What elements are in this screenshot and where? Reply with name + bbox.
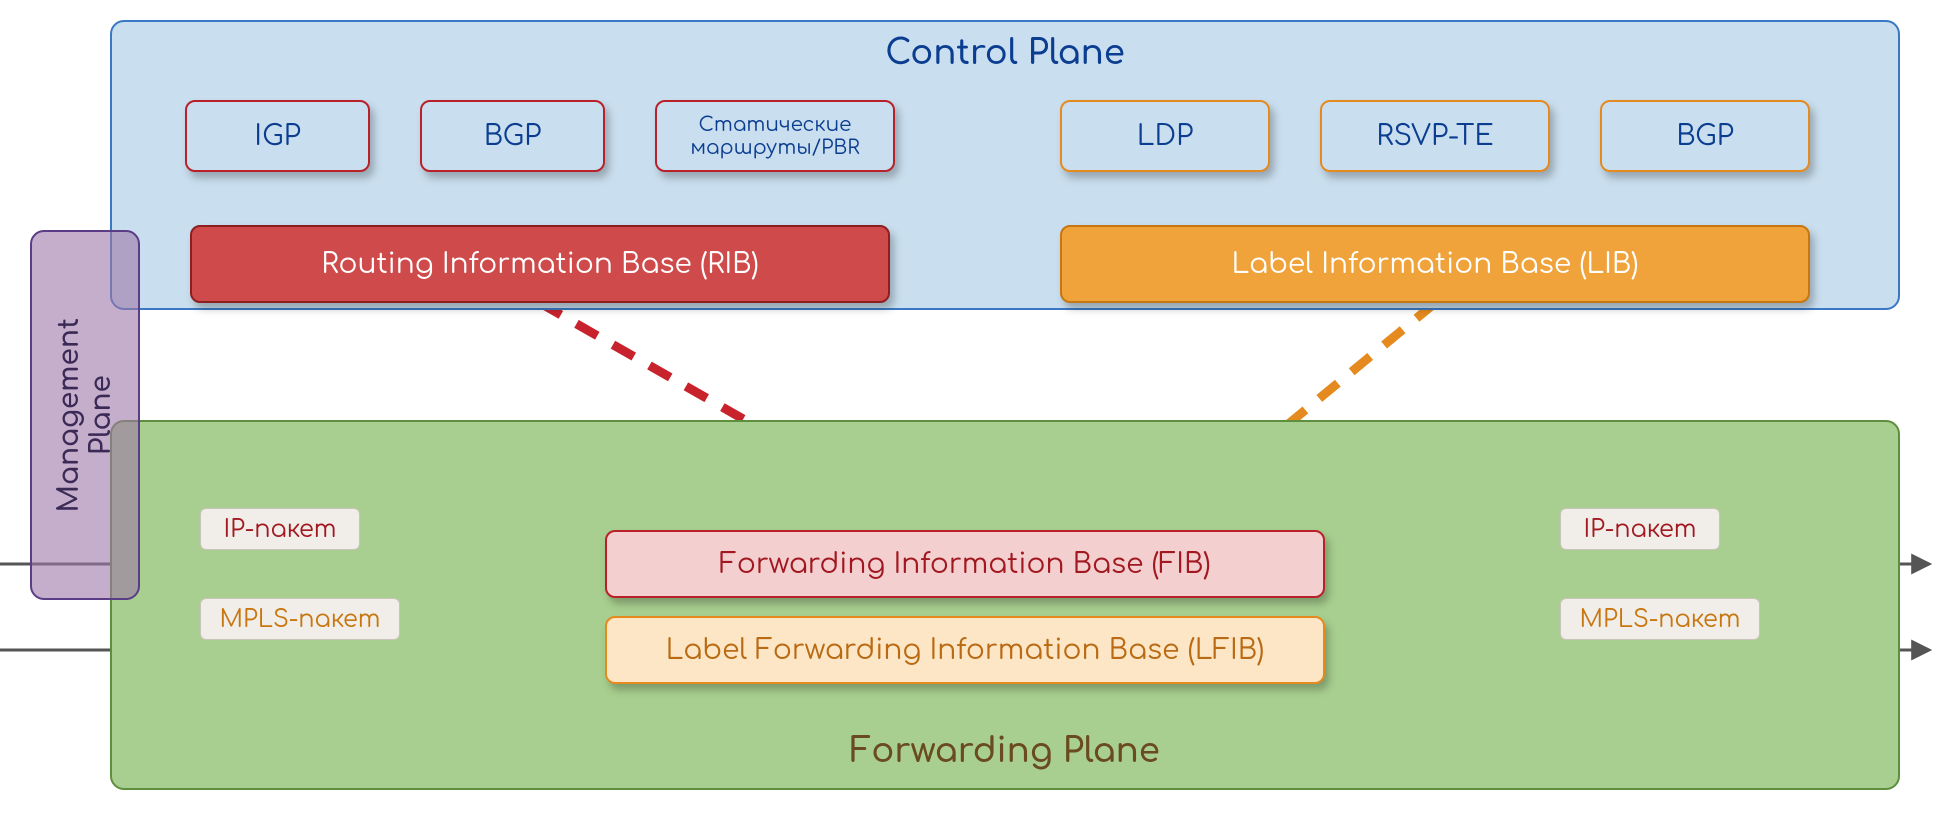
rib-label: Routing Information Base (RIB) xyxy=(321,248,759,280)
management-plane-title: ManagementPlane xyxy=(53,318,117,513)
rib-box: Routing Information Base (RIB) xyxy=(190,225,890,303)
lfib-box: Label Forwarding Information Base (LFIB) xyxy=(605,616,1325,684)
protocol-label: IGP xyxy=(254,120,300,152)
fib-box: Forwarding Information Base (FIB) xyxy=(605,530,1325,598)
packet-label-3: MPLS-пакет xyxy=(1560,598,1760,640)
lib-box: Label Information Base (LIB) xyxy=(1060,225,1810,303)
protocol-label: BGP xyxy=(1676,120,1734,152)
forwarding-plane-title: Forwarding Plane xyxy=(850,732,1160,770)
protocol-label: BGP xyxy=(484,120,542,152)
protocol-label: LDP xyxy=(1137,120,1193,152)
packet-label-text: MPLS-пакет xyxy=(1580,606,1741,633)
packet-label-2: IP-пакет xyxy=(1560,508,1720,550)
protocol-box-left-0: IGP xyxy=(185,100,370,172)
protocol-label: RSVP-TE xyxy=(1376,120,1494,152)
protocol-box-left-1: BGP xyxy=(420,100,605,172)
packet-label-0: IP-пакет xyxy=(200,508,360,550)
protocol-label: Статические маршруты/PBR xyxy=(665,113,885,159)
protocol-box-right-0: LDP xyxy=(1060,100,1270,172)
lib-label: Label Information Base (LIB) xyxy=(1231,248,1638,280)
packet-label-text: MPLS-пакет xyxy=(220,606,381,633)
diagram-root: Control Plane Forwarding Plane Managemen… xyxy=(0,0,1934,814)
packet-label-text: IP-пакет xyxy=(224,516,337,543)
protocol-box-left-2: Статические маршруты/PBR xyxy=(655,100,895,172)
lfib-label: Label Forwarding Information Base (LFIB) xyxy=(666,634,1265,666)
control-plane-title: Control Plane xyxy=(885,34,1125,72)
packet-label-text: IP-пакет xyxy=(1584,516,1697,543)
protocol-box-right-2: BGP xyxy=(1600,100,1810,172)
fib-label: Forwarding Information Base (FIB) xyxy=(719,548,1210,580)
packet-label-1: MPLS-пакет xyxy=(200,598,400,640)
management-plane-panel: ManagementPlane xyxy=(30,230,140,600)
protocol-box-right-1: RSVP-TE xyxy=(1320,100,1550,172)
